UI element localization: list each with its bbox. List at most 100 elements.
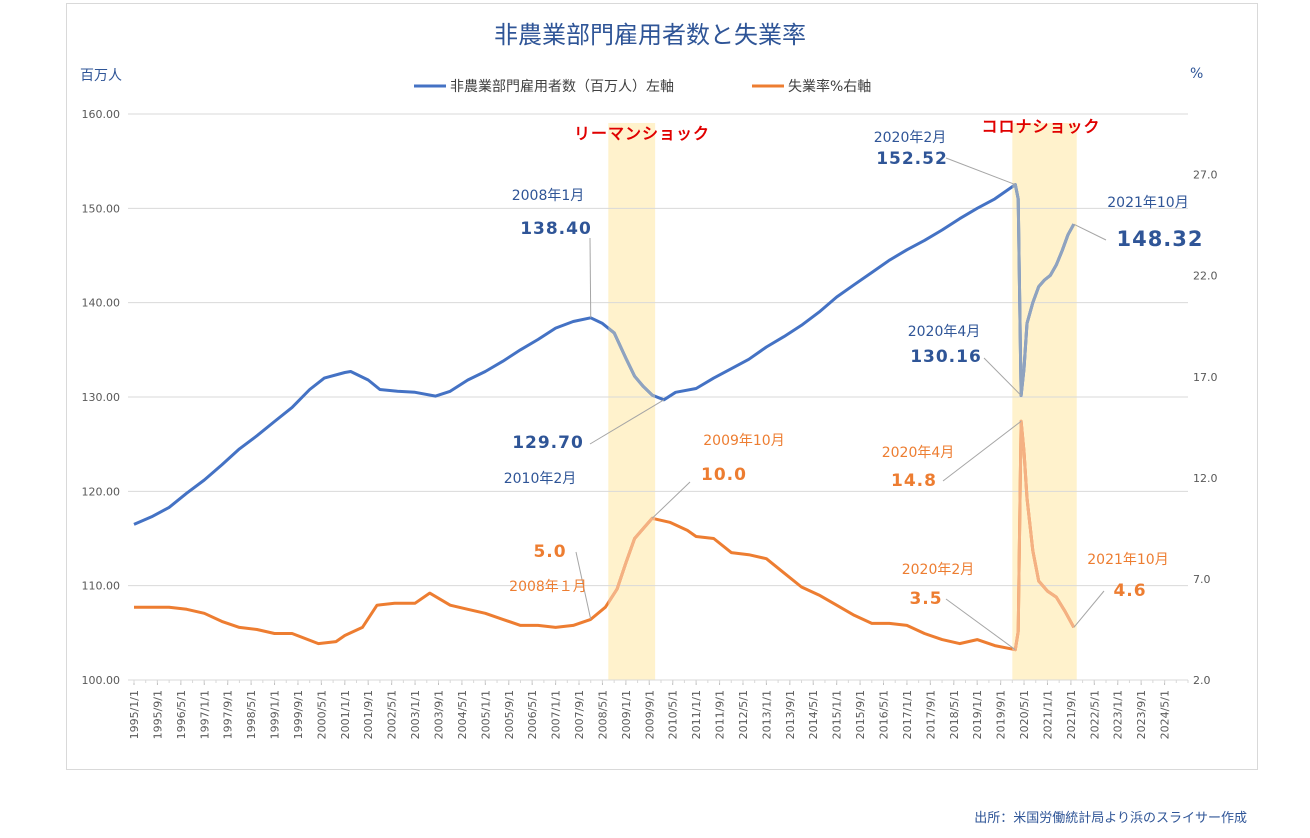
x-axis-tick-label: 2008/5/1 [596, 690, 609, 739]
x-axis-tick-label: 2011/9/1 [714, 690, 727, 739]
annotation-value: 3.5 [909, 589, 942, 609]
x-axis-tick-label: 2007/9/1 [573, 690, 586, 739]
annotation-date: 2008年1月 [512, 188, 585, 204]
annotation-value: 10.0 [701, 465, 747, 485]
annotation-date: 2020年4月 [882, 445, 955, 461]
annotation-value: 148.32 [1116, 227, 1203, 251]
legend-label-unemployment: 失業率%右軸 [788, 78, 871, 95]
legend: 非農業部門雇用者数（百万人）左軸 失業率%右軸 [414, 78, 871, 95]
source-note: 出所：米国労働統計局より浜のスライサー作成 [974, 810, 1247, 826]
right-axis-tick-label: 27.0 [1193, 169, 1218, 182]
x-axis-tick-label: 2020/5/1 [1018, 690, 1031, 739]
x-axis-tick-label: 2009/9/1 [643, 690, 656, 739]
annotation-leader-line [651, 481, 691, 519]
x-axis-tick-label: 2013/1/1 [760, 690, 773, 739]
x-axis-tick-label: 1995/1/1 [128, 690, 141, 739]
x-axis-tick-label: 2005/1/1 [479, 690, 492, 739]
annotation-date: 2020年4月 [908, 324, 981, 340]
annotation-leader-line [575, 551, 592, 620]
annotation-leader-line [945, 157, 1016, 186]
annotation-date: 2009年10月 [703, 433, 784, 449]
x-axis-tick-label: 2015/9/1 [854, 690, 867, 739]
chart-title: 非農業部門雇用者数と失業率 [494, 21, 806, 49]
annotation-leader-line [945, 598, 1016, 651]
annotation-value: 5.0 [533, 542, 566, 562]
x-axis-tick-label: 1995/9/1 [151, 690, 164, 739]
x-axis-tick-label: 2010/5/1 [667, 690, 680, 739]
x-axis-tick-label: 2001/9/1 [362, 690, 375, 739]
x-axis-tick-label: 1998/5/1 [245, 690, 258, 739]
annotation-value: 14.8 [891, 471, 937, 491]
shaded-period [608, 123, 656, 680]
x-axis-tick-label: 2021/9/1 [1065, 690, 1078, 739]
annotation-value: 130.16 [910, 347, 982, 367]
shaded-period [1012, 123, 1077, 680]
x-axis-tick-label: 2001/1/1 [339, 690, 352, 739]
x-axis-tick-label: 2005/9/1 [503, 690, 516, 739]
annotation-date: 2021年10月 [1087, 552, 1168, 568]
left-axis-tick-label: 100.00 [82, 674, 121, 687]
annotation-date: 2020年2月 [874, 130, 947, 146]
left-axis-tick-label: 160.00 [82, 108, 121, 121]
x-axis-tick-label: 2023/9/1 [1135, 690, 1148, 739]
chart-frame [66, 3, 1258, 770]
annotation-leader-line [1073, 223, 1107, 241]
annotation-date: 2021年10月 [1107, 195, 1188, 211]
annotation-leader-line [589, 399, 665, 445]
x-axis-tick-label: 2021/1/1 [1041, 690, 1054, 739]
annotation-leader-line [983, 357, 1022, 396]
x-axis-tick-label: 1999/1/1 [269, 690, 282, 739]
x-axis-tick-label: 2003/1/1 [409, 690, 422, 739]
shock-label: リーマンショック [574, 124, 710, 143]
x-axis-tick-label: 1999/9/1 [292, 690, 305, 739]
right-axis-tick-label: 2.0 [1193, 674, 1211, 687]
annotation-value: 138.40 [520, 219, 592, 239]
x-axis-tick-label: 2012/5/1 [737, 690, 750, 739]
left-axis-unit: 百万人 [80, 68, 122, 84]
left-axis-tick-label: 140.00 [82, 297, 121, 310]
annotation-date: 2010年2月 [504, 471, 577, 487]
annotation-value: 129.70 [512, 433, 584, 453]
x-axis-tick-label: 1997/9/1 [222, 690, 235, 739]
annotation-leader-line [589, 237, 592, 318]
annotation-leader-line [942, 420, 1022, 482]
left-axis-tick-label: 120.00 [82, 485, 121, 498]
x-axis-tick-label: 2018/5/1 [948, 690, 961, 739]
right-axis-tick-label: 12.0 [1193, 472, 1218, 485]
x-axis-tick-label: 2002/5/1 [386, 690, 399, 739]
x-axis-tick-label: 2006/5/1 [526, 690, 539, 739]
x-axis-tick-label: 2004/5/1 [456, 690, 469, 739]
x-axis-tick-label: 2009/1/1 [620, 690, 633, 739]
annotation-date: 2008年１月 [509, 579, 587, 595]
x-axis-tick-label: 2011/1/1 [690, 690, 703, 739]
right-axis-tick-label: 22.0 [1193, 270, 1218, 283]
left-axis-tick-label: 150.00 [82, 202, 121, 215]
right-axis-unit: % [1190, 66, 1203, 82]
annotation-leader-line [1073, 590, 1105, 628]
x-axis-tick-label: 2023/1/1 [1112, 690, 1125, 739]
x-axis-tick-label: 2017/9/1 [924, 690, 937, 739]
series-line-shock-segment [608, 183, 1076, 526]
left-axis-tick-label: 110.00 [82, 580, 121, 593]
x-axis-tick-label: 2014/5/1 [807, 690, 820, 739]
x-axis-tick-label: 2000/5/1 [315, 690, 328, 739]
annotation-date: 2020年2月 [902, 562, 975, 578]
x-axis-tick-label: 1996/5/1 [175, 690, 188, 739]
x-axis-tick-label: 2003/9/1 [432, 690, 445, 739]
x-axis-tick-label: 2022/5/1 [1088, 690, 1101, 739]
x-axis-tick-label: 2013/9/1 [784, 690, 797, 739]
right-axis-tick-label: 17.0 [1193, 371, 1218, 384]
x-axis-tick-label: 2019/1/1 [971, 690, 984, 739]
x-axis-tick-label: 2016/5/1 [878, 690, 891, 739]
x-axis-tick-label: 2015/1/1 [831, 690, 844, 739]
x-axis-tick-label: 2017/1/1 [901, 690, 914, 739]
legend-label-employment: 非農業部門雇用者数（百万人）左軸 [450, 78, 674, 95]
right-axis-tick-label: 7.0 [1193, 573, 1211, 586]
shock-label: コロナショック [981, 117, 1100, 136]
x-axis-tick-label: 2019/9/1 [995, 690, 1008, 739]
x-axis-tick-label: 1997/1/1 [198, 690, 211, 739]
annotation-value: 4.6 [1113, 581, 1146, 601]
annotation-value: 152.52 [876, 149, 948, 169]
